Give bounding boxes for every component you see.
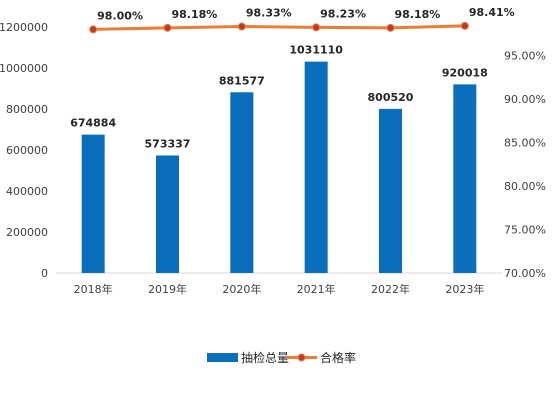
line-marker	[89, 25, 98, 34]
left-tick-label: 0	[41, 267, 48, 280]
bar	[156, 155, 179, 273]
bar	[230, 92, 254, 273]
right-tick-label: 90.00%	[504, 93, 546, 106]
bar-data-label: 573337	[145, 137, 191, 150]
legend-bar-label: 抽检总量	[241, 350, 289, 365]
line-data-labels: 98.00% 98.18% 98.33% 98.23% 98.18% 98.41%	[97, 6, 514, 23]
right-tick-label: 70.00%	[504, 267, 546, 280]
right-tick-label: 95.00%	[504, 50, 546, 63]
left-axis-ticks: 0 200000 400000 600000 800000 1000000 1200000	[0, 21, 48, 280]
line-data-label: 98.23%	[320, 7, 366, 20]
x-category-label: 2019年	[148, 282, 187, 296]
line-marker	[386, 23, 395, 32]
line-data-label: 98.41%	[469, 6, 515, 19]
bar-data-label: 881577	[219, 74, 265, 87]
bar	[81, 134, 105, 273]
left-tick-label: 1000000	[0, 62, 48, 75]
left-tick-label: 400000	[6, 185, 48, 198]
left-tick-label: 200000	[6, 226, 48, 239]
legend: 抽检总量 合格率	[207, 350, 356, 365]
line-data-label: 98.00%	[97, 9, 143, 22]
line-marker	[163, 23, 172, 32]
legend-line-marker	[297, 353, 306, 362]
right-tick-label: 85.00%	[504, 137, 546, 150]
line-series	[89, 21, 469, 34]
line-marker	[237, 22, 246, 31]
line-data-label: 98.18%	[172, 8, 218, 21]
right-tick-label: 80.00%	[504, 180, 546, 193]
right-tick-label: 75.00%	[504, 224, 546, 237]
line-data-label: 98.18%	[395, 8, 441, 21]
x-category-label: 2018年	[74, 282, 113, 296]
bar-data-labels: 674884 573337 881577 1031110 800520 920018	[70, 44, 488, 151]
left-tick-label: 600000	[6, 144, 48, 157]
legend-bar-swatch	[207, 353, 238, 362]
bar-data-label: 1031110	[289, 44, 343, 57]
bar	[453, 84, 477, 274]
line-data-label: 98.33%	[246, 7, 292, 20]
bar-data-label: 800520	[368, 91, 414, 104]
bar	[379, 108, 402, 273]
line-marker	[312, 23, 321, 32]
left-tick-label: 1200000	[0, 21, 48, 34]
x-category-label: 2023年	[445, 282, 484, 296]
line-marker	[460, 21, 469, 30]
bar-data-label: 674884	[70, 117, 116, 130]
left-tick-label: 800000	[6, 103, 48, 116]
x-category-label: 2021年	[297, 282, 336, 296]
right-axis-ticks: 70.00% 75.00% 80.00% 85.00% 90.00% 95.00%	[504, 50, 546, 281]
bar-data-label: 920018	[442, 66, 488, 79]
x-category-label: 2022年	[371, 282, 410, 296]
bar-series	[81, 61, 477, 274]
line-path	[91, 24, 467, 31]
x-category-label: 2020年	[222, 282, 261, 296]
legend-line-label: 合格率	[320, 350, 356, 365]
bar	[304, 61, 328, 273]
x-axis-category-labels: 2018年 2019年 2020年 2021年 2022年 2023年	[74, 282, 485, 296]
